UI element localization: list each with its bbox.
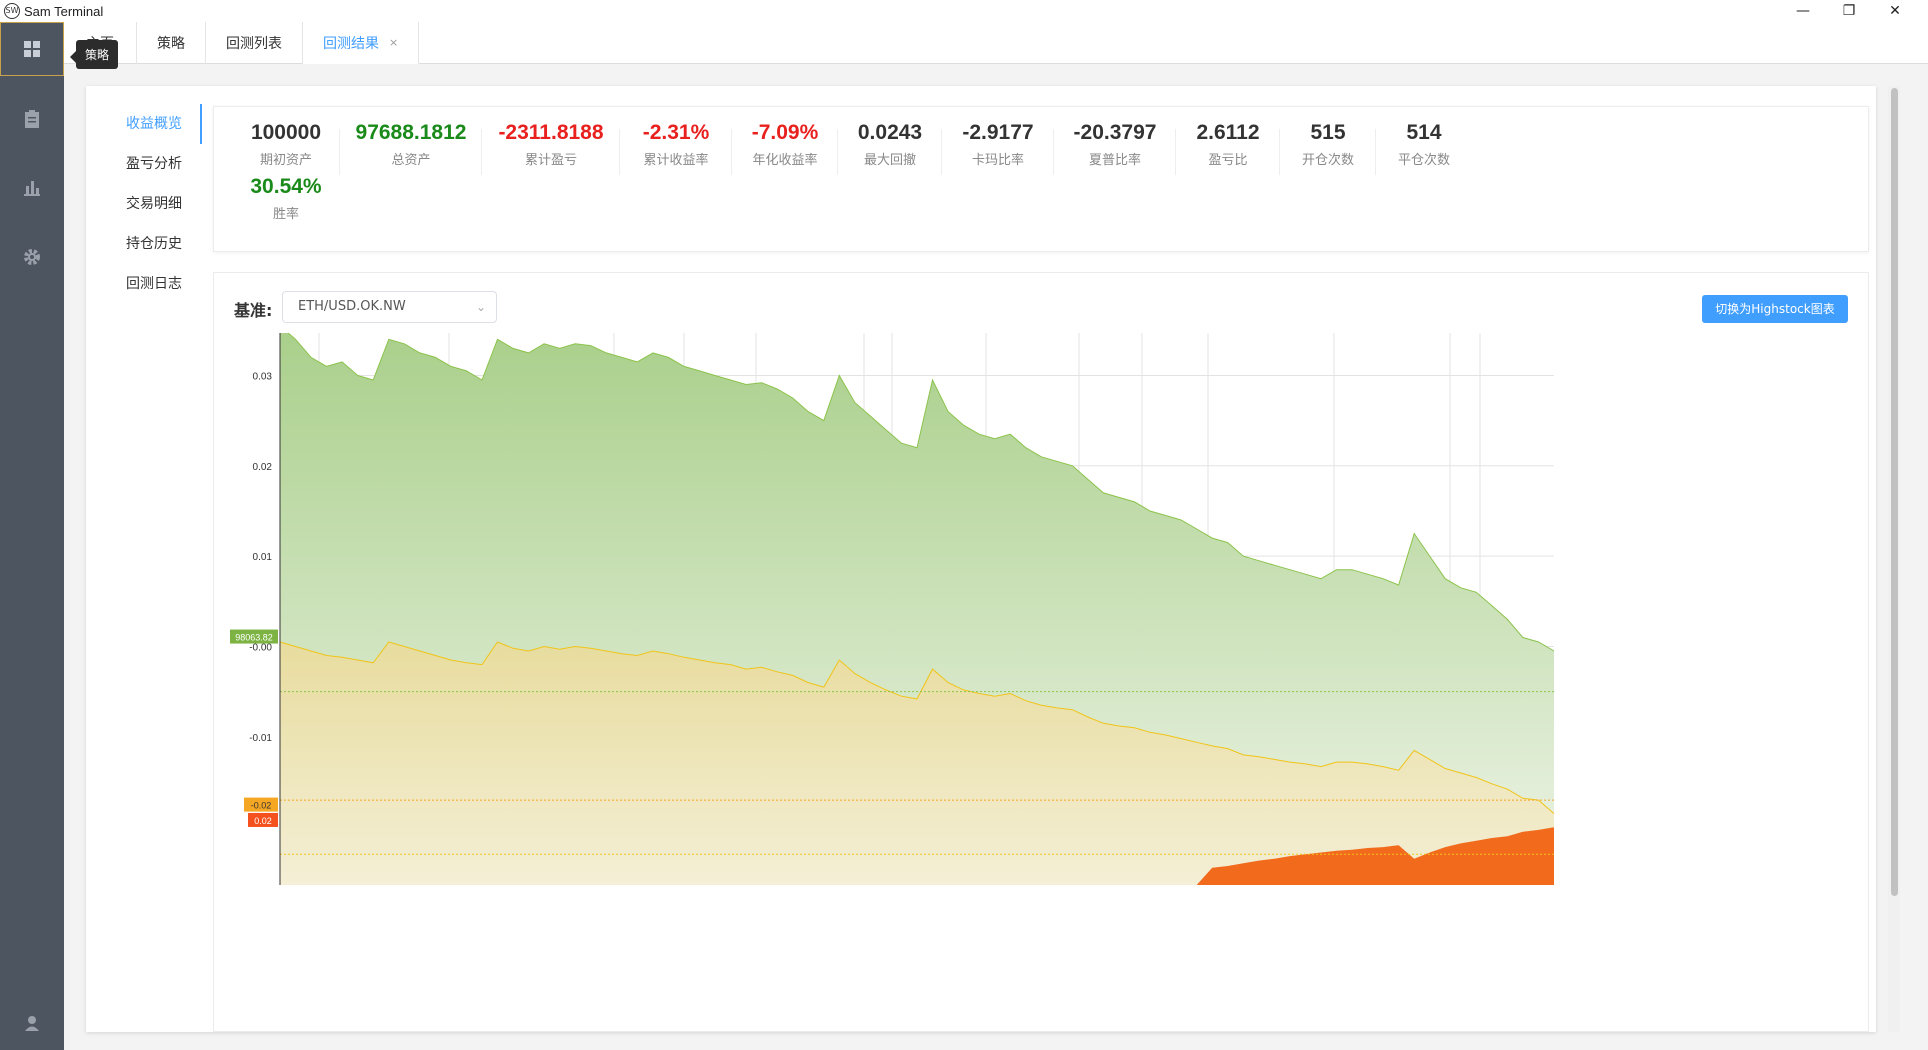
user-icon	[25, 1016, 39, 1031]
switch-highstock-button[interactable]: 切换为Highstock图表	[1702, 295, 1848, 323]
sidebar-item-user[interactable]	[0, 996, 64, 1050]
stat-item: -2.9177 卡玛比率	[942, 121, 1054, 175]
scrollbar[interactable]	[1888, 86, 1900, 1032]
tab-backtest-result[interactable]: 回测结果 ×	[303, 22, 420, 64]
stat-item: 514 平仓次数	[1376, 121, 1472, 168]
y-tick-label: -0.00	[249, 642, 272, 653]
stat-item: 0.0243 最大回撤	[838, 121, 942, 175]
stat-item: -7.09% 年化收益率	[732, 121, 838, 175]
stat-label: 开仓次数	[1301, 153, 1354, 168]
nav-item-trade-detail[interactable]: 交易明细	[126, 196, 182, 212]
stat-item: 100000 期初资产	[232, 121, 340, 175]
app-logo-icon: SW	[4, 3, 20, 19]
stats-card: 100000 期初资产 97688.1812 总资产 -2311.8188 累计盈亏 -2.…	[213, 106, 1869, 252]
value-tag	[248, 812, 278, 827]
sidebar-item-dashboard[interactable]	[0, 22, 64, 76]
stat-label: 累计收益率	[643, 153, 709, 168]
equity-line	[287, 333, 1555, 652]
sidebar-item-charts[interactable]	[0, 160, 64, 214]
value-tag-label: 98063.82	[235, 633, 273, 643]
close-button[interactable]: ✕	[1889, 3, 1901, 19]
stat-label: 总资产	[391, 153, 431, 168]
drawdown-area	[280, 827, 1554, 885]
close-icon[interactable]: ×	[389, 36, 399, 49]
restore-button[interactable]: ❐	[1842, 3, 1856, 19]
stat-value: 0.0243	[857, 121, 923, 144]
tab-backtest-list[interactable]: 回测列表	[206, 22, 303, 64]
stat-label: 累计盈亏	[524, 153, 577, 168]
stat-value: -2.9177	[962, 121, 1034, 144]
stat-value: -2.31%	[642, 121, 710, 144]
y-tick-label: -0.01	[249, 733, 272, 744]
stat-item: 30.54% 胜率	[232, 175, 340, 222]
stat-label: 卡玛比率	[971, 153, 1024, 168]
stat-label: 期初资产	[259, 153, 312, 168]
stat-item: 2.6112 盈亏比	[1176, 121, 1280, 175]
main-content: 收益概览 盈亏分析 交易明细 持仓历史 回测日志 100000 期初资产 97688…	[64, 64, 1928, 1050]
tab-strategy[interactable]: 策略	[137, 22, 206, 64]
gear-icon	[24, 249, 40, 265]
stat-value: 97688.1812	[355, 121, 467, 144]
nav-item-pnl-analysis[interactable]: 盈亏分析	[126, 156, 182, 172]
grid-icon	[24, 41, 40, 57]
value-tag-label: -0.02	[251, 801, 272, 811]
benchmark-area	[280, 642, 1554, 885]
nav-item-backtest-log[interactable]: 回测日志	[126, 276, 182, 292]
stat-label: 盈亏比	[1208, 153, 1248, 168]
stat-item: -20.3797 夏普比率	[1054, 121, 1176, 175]
benchmark-select[interactable]: ETH/USD.OK.NW ⌄	[282, 291, 497, 323]
bar-chart-icon	[24, 181, 40, 196]
value-tag	[244, 797, 278, 812]
equity-chart: 0.03 0.02 0.01 -0.00 -0.01 98063.82 -0.02 0.02	[230, 333, 1555, 885]
stat-label: 最大回撤	[863, 153, 916, 168]
y-tick-label: 0.03	[253, 371, 273, 382]
scrollbar-thumb[interactable]	[1891, 88, 1898, 896]
nav-item-position-history[interactable]: 持仓历史	[126, 236, 182, 252]
stat-value: 2.6112	[1196, 121, 1260, 144]
stat-label: 夏普比率	[1088, 153, 1141, 168]
stat-value: 514	[1406, 121, 1442, 144]
minimize-button[interactable]: —	[1796, 3, 1810, 19]
y-tick-label: 0.02	[253, 462, 273, 473]
sidebar	[0, 22, 64, 1050]
title-bar: SW Sam Terminal — ❐ ✕	[0, 0, 1928, 22]
stat-label: 年化收益率	[752, 153, 818, 168]
benchmark-label: 基准:	[234, 301, 273, 320]
stat-value: 100000	[250, 121, 322, 144]
app-title: Sam Terminal	[24, 3, 104, 19]
tab-bar: 主页 策略 回测列表 回测结果 ×	[64, 22, 1928, 64]
stat-item: 97688.1812 总资产	[340, 121, 482, 175]
stat-item: -2311.8188 累计盈亏	[482, 121, 620, 175]
stat-label: 平仓次数	[1397, 153, 1450, 168]
result-panel: 收益概览 盈亏分析 交易明细 持仓历史 回测日志 100000 期初资产 97688…	[86, 86, 1876, 1032]
stat-value: -7.09%	[751, 121, 819, 144]
stat-label: 胜率	[272, 207, 299, 222]
stat-value: 515	[1310, 121, 1346, 144]
sidebar-item-settings[interactable]	[0, 230, 64, 284]
sidebar-item-tasks[interactable]	[0, 92, 64, 146]
chevron-down-icon: ⌄	[475, 300, 486, 314]
stat-value: 30.54%	[250, 175, 322, 198]
sidebar-tooltip: 策略	[69, 40, 119, 69]
result-nav: 收益概览 盈亏分析 交易明细 持仓历史 回测日志	[86, 104, 202, 304]
nav-item-overview[interactable]: 收益概览	[86, 104, 202, 144]
chart-card: 基准: ETH/USD.OK.NW ⌄ 切换为Highstock图表 0.03 0…	[213, 272, 1869, 1032]
clipboard-icon	[25, 110, 39, 128]
stat-item: -2.31% 累计收益率	[620, 121, 732, 175]
benchmark-line	[279, 641, 1555, 814]
value-tag-label: 0.02	[254, 816, 272, 826]
y-tick-label: 0.01	[253, 552, 273, 563]
stat-value: -2311.8188	[498, 121, 604, 144]
stat-item: 515 开仓次数	[1280, 121, 1376, 175]
stat-value: -20.3797	[1073, 121, 1157, 144]
value-tag	[230, 629, 278, 644]
benchmark-value: ETH/USD.OK.NW	[298, 299, 406, 314]
